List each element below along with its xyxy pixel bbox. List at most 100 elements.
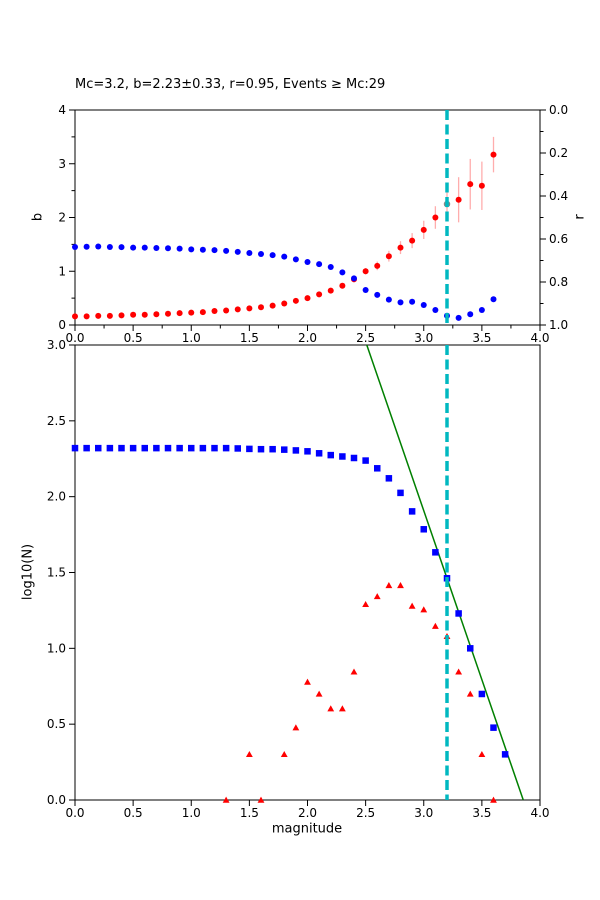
cumulative-point <box>385 475 393 482</box>
incremental-point <box>222 796 230 803</box>
r-value-point <box>95 243 102 250</box>
incremental-point <box>455 668 463 675</box>
top-yleft-tick-label: 2 <box>58 211 66 225</box>
bottom-x-tick-label: 1.5 <box>240 806 259 820</box>
cumulative-point <box>292 447 300 454</box>
r-value-point <box>316 261 323 268</box>
top-panel-frame <box>74 109 541 326</box>
b-value-point <box>385 253 392 260</box>
cumulative-point <box>257 445 265 453</box>
b-value-point <box>130 311 137 318</box>
top-x-tick-label: 4.0 <box>530 331 549 345</box>
b-value-point <box>234 306 241 313</box>
y-axis-label-b: b <box>30 212 46 222</box>
bottom-x-tick-label: 2.0 <box>298 806 317 820</box>
b-value-point <box>258 304 264 311</box>
b-value-point <box>304 295 311 302</box>
cumulative-point <box>118 444 125 452</box>
r-value-point <box>362 286 369 293</box>
top-yleft-tick-label: 4 <box>58 103 66 117</box>
top-yright-tick-label: 0.6 <box>549 232 568 246</box>
cumulative-point <box>490 724 497 731</box>
b-value-point <box>409 237 416 244</box>
top-yright-tick-label: 0.2 <box>549 146 568 160</box>
cumulative-point <box>71 444 79 452</box>
b-value-point <box>72 313 78 320</box>
cumulative-point <box>339 453 346 460</box>
cumulative-point <box>327 451 334 459</box>
incremental-point <box>490 796 497 803</box>
incremental-point <box>327 705 335 712</box>
cumulative-point <box>467 645 474 652</box>
bottom-y-tick-label: 0.0 <box>47 793 66 807</box>
cumulative-point <box>164 444 172 452</box>
bottom-x-tick-label: 2.5 <box>356 806 375 820</box>
b-value-point <box>211 308 218 315</box>
r-value-point <box>385 296 392 303</box>
b-value-point <box>199 309 206 316</box>
b-value-point <box>153 311 160 318</box>
cumulative-point <box>222 444 230 452</box>
b-value-point <box>327 287 334 294</box>
r-value-point <box>211 247 218 254</box>
bottom-y-tick-label: 1.5 <box>47 566 66 580</box>
r-value-point <box>339 269 346 276</box>
bottom-panel-frame <box>74 344 541 801</box>
cumulative-point <box>281 446 288 453</box>
b-value-point <box>432 214 439 221</box>
top-yleft-tick-label: 3 <box>58 157 66 171</box>
incremental-point <box>315 690 323 697</box>
b-value-point <box>420 226 427 233</box>
r-value-point <box>72 243 78 250</box>
r-value-point <box>141 244 148 251</box>
r-value-point <box>234 248 241 255</box>
bottom-y-tick-label: 2.0 <box>47 490 66 504</box>
r-value-point <box>327 263 334 270</box>
cumulative-point <box>269 445 276 453</box>
incremental-point <box>257 796 265 803</box>
top-yleft-tick-label: 1 <box>58 264 66 278</box>
bottom-x-tick-label: 3.0 <box>414 806 433 820</box>
b-value-point <box>176 310 183 317</box>
r-value-point <box>420 302 427 309</box>
bottom-y-tick-label: 3.0 <box>47 338 66 352</box>
top-yright-tick-label: 0.0 <box>549 103 568 117</box>
b-value-point <box>165 310 171 317</box>
bottom-x-tick-label: 3.5 <box>472 806 491 820</box>
r-value-point <box>490 296 497 303</box>
bottom-x-tick-label: 1.0 <box>182 806 201 820</box>
r-value-point <box>455 314 462 321</box>
cumulative-point <box>95 444 102 452</box>
incremental-point <box>280 750 288 758</box>
incremental-point <box>245 750 253 758</box>
top-x-tick-label: 3.0 <box>414 331 433 345</box>
r-value-point <box>246 249 253 256</box>
b-value-point <box>467 181 474 188</box>
cumulative-point <box>408 508 416 515</box>
bottom-y-tick-label: 0.5 <box>47 717 66 731</box>
top-yleft-tick-label: 0 <box>58 318 66 332</box>
incremental-point <box>338 705 346 712</box>
r-value-point <box>351 275 357 282</box>
bottom-y-tick-label: 1.0 <box>47 641 66 655</box>
r-value-point <box>467 311 474 318</box>
incremental-point <box>292 724 300 731</box>
cumulative-point <box>304 448 311 455</box>
b-value-point <box>83 313 90 320</box>
cumulative-point <box>420 526 427 533</box>
cumulative-point <box>374 465 381 472</box>
cumulative-point <box>153 444 160 452</box>
r-value-point <box>258 251 264 258</box>
r-value-point <box>281 253 288 260</box>
b-value-point <box>223 307 230 314</box>
r-value-point <box>153 245 160 252</box>
r-value-point <box>118 244 125 251</box>
b-value-point <box>118 312 125 319</box>
cumulative-point <box>246 445 253 453</box>
cumulative-point <box>188 444 195 452</box>
cumulative-point <box>315 450 323 457</box>
b-value-point <box>281 300 288 307</box>
b-value-point <box>397 244 404 251</box>
